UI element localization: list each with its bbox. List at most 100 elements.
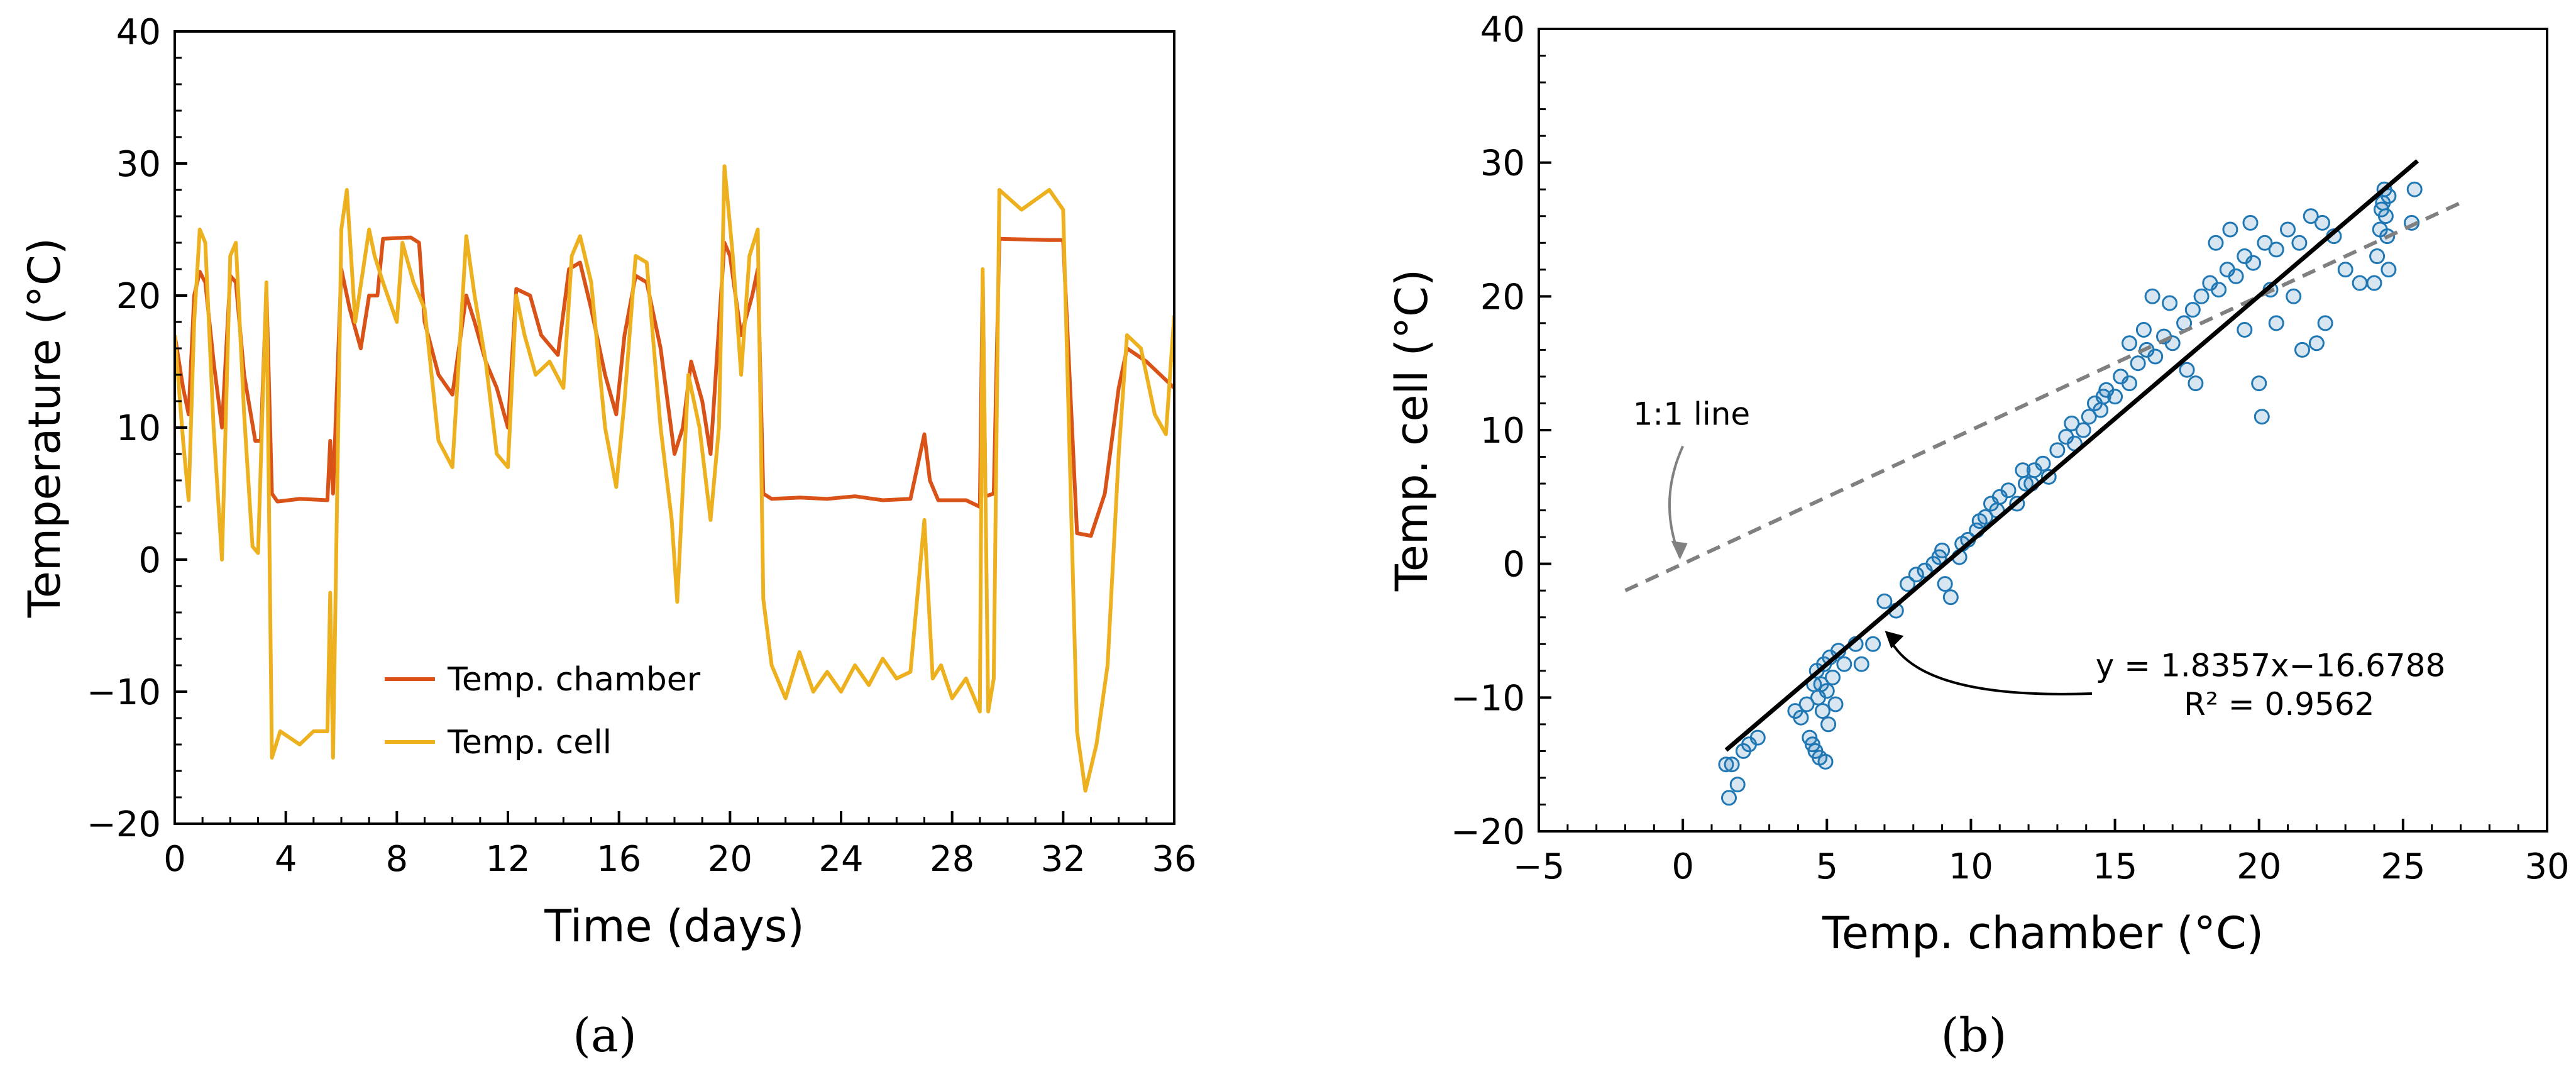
scatter-point [1798, 696, 1815, 712]
scatter-point [1718, 756, 1734, 773]
scatter-point [2317, 315, 2333, 331]
scatter-point [1729, 777, 1746, 793]
scatter-point [2254, 409, 2270, 425]
panel-label-b: (b) [1940, 1009, 2006, 1063]
identity-line [1624, 201, 2462, 592]
scatter-point [1876, 593, 1893, 609]
scatter-point [2286, 288, 2302, 304]
x-tick-label-b-1: 0 [1671, 846, 1694, 887]
y-tick-label-b-6: 40 [1480, 9, 1525, 50]
regression-arrowhead [1885, 631, 1904, 649]
scatter-point [1931, 549, 1947, 565]
x-tick-label-b-0: −5 [1513, 846, 1565, 887]
legend-label-chamber: Temp. chamber [447, 661, 701, 699]
scatter-point [2000, 482, 2017, 499]
scatter-point [2130, 355, 2146, 372]
identity-annotation-arrow [1668, 445, 1684, 558]
scatter-point [1900, 576, 1916, 592]
scatter-point [2075, 422, 2091, 438]
panel-label-a: (a) [573, 1009, 637, 1063]
scatter-point [1749, 729, 1766, 746]
y-tick-label-a-3: 10 [116, 408, 161, 449]
scatter-point [2211, 282, 2227, 298]
scatter-point [2291, 235, 2308, 251]
y-tick-label-a-0: −20 [87, 804, 161, 845]
scatter-point [2381, 188, 2397, 204]
scatter-point [1721, 790, 1737, 806]
x-tick-label-a-1: 4 [275, 839, 297, 880]
scatter-point [2184, 302, 2201, 318]
scatter-point [2122, 335, 2137, 352]
scatter-point [1827, 696, 1844, 712]
scatter-point [2377, 208, 2394, 224]
scatter-point [1793, 709, 1809, 726]
y-tick-label-b-2: 0 [1502, 545, 1525, 585]
scatter-point [2366, 275, 2382, 291]
scatter-point [2095, 389, 2111, 405]
scatter-points-b [1718, 181, 2423, 806]
scatter-point [1971, 513, 1988, 529]
regression-line [1724, 159, 2419, 752]
scatter-point [2337, 262, 2353, 278]
scatter-point [1908, 567, 1924, 583]
x-tick-label-b-4: 15 [2093, 846, 2137, 887]
series-line-0 [175, 235, 1174, 538]
x-tick-label-a-9: 36 [1152, 839, 1196, 880]
scatter-point [2147, 348, 2164, 365]
scatter-point [2107, 389, 2123, 405]
scatter-point [2064, 415, 2080, 431]
x-axis-title-b: Temp. chamber (°C) [1822, 907, 2264, 959]
x-tick-label-a-7: 28 [930, 839, 974, 880]
regression-equation: y = 1.8357x−16.6788 [2096, 647, 2445, 684]
scatter-point [2268, 241, 2284, 258]
scatter-point [2242, 214, 2259, 231]
scatter-point [2315, 214, 2330, 231]
series-line-1 [175, 164, 1174, 793]
y-tick-label-b-0: −20 [1451, 812, 1525, 853]
y-tick-label-a-2: 0 [138, 540, 161, 581]
y-tick-label-a-1: −10 [87, 672, 161, 713]
scatter-point [2406, 181, 2423, 197]
scatter-point [2188, 375, 2204, 392]
x-tick-label-a-8: 32 [1041, 839, 1086, 880]
regression-r2: R² = 0.9562 [2184, 686, 2374, 722]
ticks-a: 0 4 8 12 16 20 24 28 32 36 −20 −10 0 10 20 30 40 [87, 12, 1197, 880]
scatter-point [2222, 221, 2238, 238]
scatter-point [1724, 756, 1740, 773]
scatter-point [1865, 636, 1881, 652]
scatter-point [2294, 341, 2310, 358]
x-tick-label-b-3: 10 [1949, 846, 1993, 887]
y-tick-label-b-1: −10 [1451, 678, 1525, 719]
y-axis-title-b: Temp. cell (°C) [1386, 269, 1438, 592]
scatter-point [2245, 255, 2261, 271]
chart-panel-a: 0 4 8 12 16 20 24 28 32 36 −20 −10 0 10 20 30 40 Time (d… [19, 12, 1197, 1063]
scatter-point [1814, 703, 1830, 719]
identity-arrowhead [1671, 541, 1688, 560]
y-tick-label-a-5: 30 [116, 144, 161, 185]
scatter-point [1817, 753, 1834, 770]
x-tick-label-a-6: 24 [818, 839, 863, 880]
scatter-point [2093, 402, 2109, 418]
ticks-b: −5 0 5 10 15 20 25 30 −20 −10 0 10 20 30 40 [1451, 9, 2570, 887]
y-tick-label-a-6: 40 [116, 12, 161, 53]
legend-label-cell: Temp. cell [447, 724, 612, 761]
x-tick-label-a-4: 16 [597, 839, 641, 880]
x-axis-title-a: Time (days) [544, 900, 804, 952]
scatter-point [2352, 275, 2368, 291]
scatter-point [1825, 669, 1841, 685]
x-tick-label-a-5: 20 [708, 839, 752, 880]
scatter-point [1819, 683, 1835, 699]
scatter-point [2179, 362, 2195, 378]
plot-frame-a [173, 30, 1175, 825]
y-axis-title-a: Temperature (°C) [19, 238, 70, 618]
scatter-point [1820, 716, 1837, 733]
y-tick-label-b-5: 30 [1480, 143, 1525, 184]
regression-annotation-arrow [1886, 633, 2092, 695]
scatter-point [2251, 375, 2267, 392]
scatter-point [2369, 248, 2386, 264]
scatter-point [1853, 656, 1869, 672]
x-tick-label-a-0: 0 [163, 839, 186, 880]
x-tick-label-b-5: 20 [2237, 846, 2281, 887]
scatter-point [2122, 375, 2137, 392]
series-group-a [175, 164, 1174, 793]
